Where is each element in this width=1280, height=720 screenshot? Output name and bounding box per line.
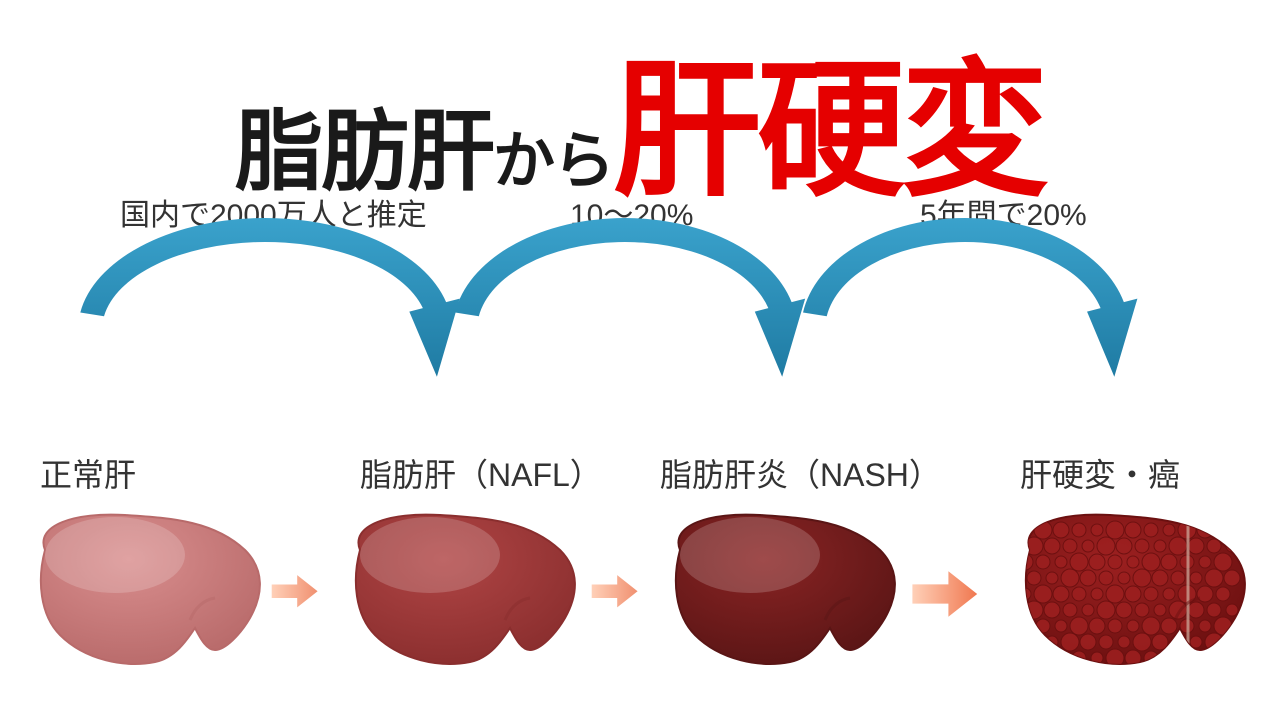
stage-label-0: 正常肝 (40, 450, 136, 496)
liver-stage-0 (15, 500, 275, 695)
small-arrow-2 (910, 564, 982, 629)
liver-stage-1 (330, 500, 590, 695)
arc-arrow-0 (80, 218, 459, 377)
small-arrow-0 (270, 570, 321, 618)
arc-arrow-2 (803, 218, 1137, 377)
arc-arrow-1 (455, 218, 805, 377)
liver-0 (15, 500, 275, 690)
stage-label-3: 肝硬変・癌 (1020, 450, 1180, 496)
small-arrow-1 (590, 570, 641, 618)
liver-2 (650, 500, 910, 690)
stage-label-2: 脂肪肝炎（NASH） (660, 450, 941, 496)
stage-label-1: 脂肪肝（NAFL） (360, 450, 602, 496)
liver-1 (330, 500, 590, 690)
liver-stage-2 (650, 500, 910, 695)
liver-3 (1000, 500, 1260, 690)
liver-stage-3 (1000, 500, 1260, 695)
